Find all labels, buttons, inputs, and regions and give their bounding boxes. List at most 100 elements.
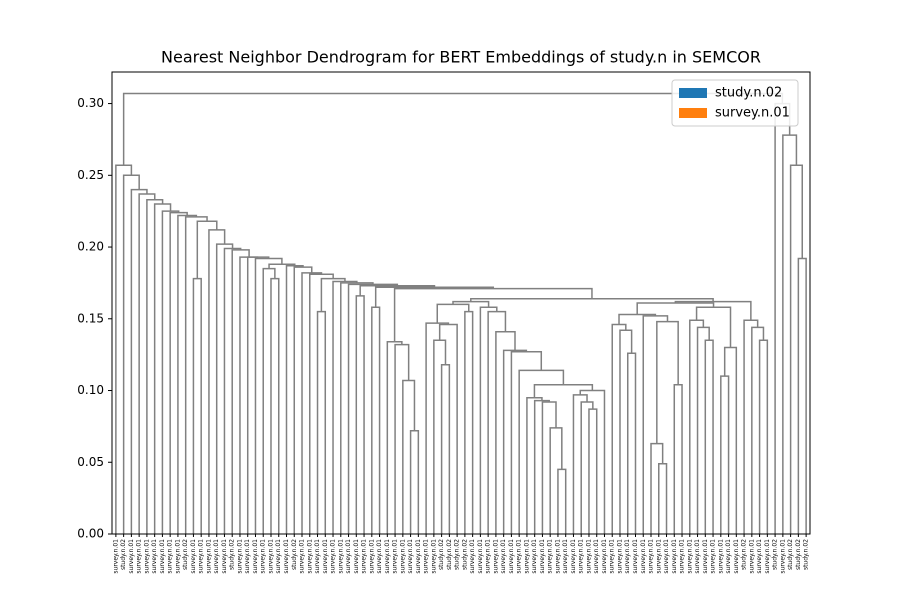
link <box>301 272 323 534</box>
link <box>579 389 606 534</box>
link <box>347 283 399 534</box>
leaf-label: survey.n.01 <box>500 539 507 574</box>
leaf-label: survey.n.01 <box>578 539 585 574</box>
link <box>161 210 180 534</box>
legend-swatch <box>679 88 707 98</box>
legend-swatch <box>679 108 707 118</box>
leaf-label: survey.n.01 <box>128 539 135 574</box>
leaf-label: survey.n.01 <box>609 539 616 574</box>
link <box>436 303 470 324</box>
leaf-label: survey.n.01 <box>779 539 786 574</box>
leaf-label: survey.n.01 <box>671 539 678 574</box>
leaf-label: survey.n.01 <box>244 539 251 574</box>
leaf-label: study.n.02 <box>795 539 802 570</box>
leaf-label: survey.n.01 <box>624 539 631 574</box>
leaf-label: survey.n.01 <box>190 539 197 574</box>
link <box>658 462 668 534</box>
link <box>588 408 598 534</box>
leaf-label: survey.n.01 <box>353 539 360 574</box>
link <box>268 263 296 269</box>
leaf-label: survey.n.01 <box>585 539 592 574</box>
link <box>611 323 627 534</box>
leaf-label: survey.n.01 <box>198 539 205 574</box>
leaf-label: survey.n.01 <box>748 539 755 574</box>
leaf-label: survey.n.01 <box>492 539 499 574</box>
leaf-label: survey.n.01 <box>679 539 686 574</box>
link <box>115 164 133 534</box>
leaf-label: survey.n.01 <box>632 539 639 574</box>
link <box>316 310 327 534</box>
leaf-label: survey.n.01 <box>531 539 538 574</box>
link <box>464 310 474 534</box>
link <box>285 264 304 534</box>
link <box>510 351 543 534</box>
legend: study.n.02 survey.n.01 <box>671 79 799 127</box>
leaf-label: survey.n.01 <box>733 539 740 574</box>
leaf-label: survey.n.01 <box>640 539 647 574</box>
link <box>650 442 664 534</box>
y-tick-label: 0.20 <box>77 240 104 254</box>
leaf-label: survey.n.01 <box>306 539 313 574</box>
link <box>270 277 280 534</box>
leaf-label: survey.n.01 <box>655 539 662 574</box>
leaf-label: survey.n.01 <box>112 539 119 574</box>
link <box>470 297 714 302</box>
link <box>438 323 458 534</box>
leaf-label: survey.n.01 <box>562 539 569 574</box>
leaf-label: survey.n.01 <box>299 539 306 574</box>
leaf-label: survey.n.01 <box>345 539 352 574</box>
leaf-label: study.n.02 <box>446 539 453 570</box>
leaf-label: survey.n.01 <box>469 539 476 574</box>
leaf-label: survey.n.01 <box>252 539 259 574</box>
y-tick-label: 0.00 <box>77 527 104 541</box>
leaf-label: survey.n.01 <box>539 539 546 574</box>
link <box>619 329 633 534</box>
link <box>394 343 410 534</box>
leaf-label: survey.n.01 <box>648 539 655 574</box>
leaf-label: survey.n.01 <box>376 539 383 574</box>
link <box>215 243 234 534</box>
link <box>246 256 270 534</box>
leaf-label: survey.n.01 <box>361 539 368 574</box>
legend-label: survey.n.01 <box>715 106 790 121</box>
leaf-label: study.n.02 <box>291 539 298 570</box>
leaf-label: survey.n.01 <box>392 539 399 574</box>
leaf-label: survey.n.01 <box>384 539 391 574</box>
leaf-label: survey.n.01 <box>415 539 422 574</box>
leaf-label: survey.n.01 <box>686 539 693 574</box>
leaf-label: survey.n.01 <box>407 539 414 574</box>
link <box>495 330 516 534</box>
y-tick-label: 0.30 <box>77 96 104 110</box>
leaf-label: survey.n.01 <box>314 539 321 574</box>
leaf-label: survey.n.01 <box>570 539 577 574</box>
leaf-label: survey.n.01 <box>725 539 732 574</box>
leaf-label: study.n.02 <box>229 539 236 570</box>
leaf-label: survey.n.01 <box>236 539 243 574</box>
leaf-label: survey.n.01 <box>174 539 181 574</box>
leaf-label: study.n.02 <box>182 539 189 570</box>
link <box>409 429 420 534</box>
link <box>320 277 346 312</box>
leaf-label: survey.n.01 <box>167 539 174 574</box>
leaf-label: survey.n.01 <box>663 539 670 574</box>
link <box>146 198 164 534</box>
link <box>425 322 450 534</box>
link <box>169 211 188 534</box>
leaf-label: survey.n.01 <box>337 539 344 574</box>
axes-frame <box>111 71 811 535</box>
leaf-label: survey.n.01 <box>205 539 212 574</box>
link <box>526 396 543 534</box>
leaf-label: survey.n.01 <box>616 539 623 574</box>
link <box>673 384 683 534</box>
leaf-label: survey.n.01 <box>143 539 150 574</box>
leaf-label: survey.n.01 <box>477 539 484 574</box>
leaf-label: survey.n.01 <box>710 539 717 574</box>
leaf-label: survey.n.01 <box>260 539 267 574</box>
leaf-label: survey.n.01 <box>717 539 724 574</box>
leaf-label: survey.n.01 <box>322 539 329 574</box>
leaf-label: survey.n.01 <box>423 539 430 574</box>
leaf-label: survey.n.01 <box>702 539 709 574</box>
leaf-label: survey.n.01 <box>267 539 274 574</box>
leaf-label: survey.n.01 <box>523 539 530 574</box>
chart-title: Nearest Neighbor Dendrogram for BERT Emb… <box>161 48 761 67</box>
